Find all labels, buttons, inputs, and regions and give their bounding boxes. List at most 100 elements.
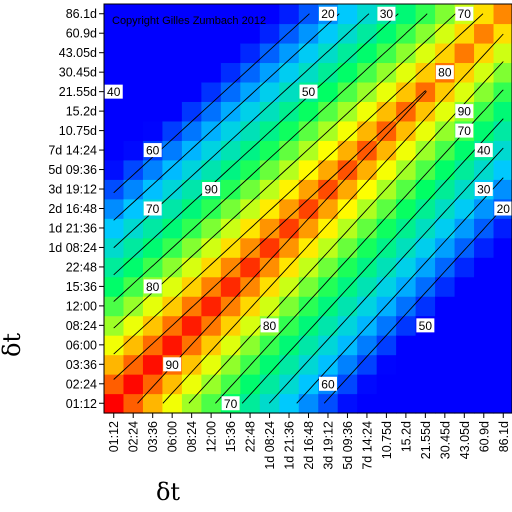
copyright-text: Copyright Gilles Zumbach 2012 bbox=[112, 15, 266, 27]
heatmap-cell bbox=[279, 159, 300, 180]
heatmap-cell bbox=[357, 296, 378, 317]
x-tick-label: 7d 14:24 bbox=[360, 421, 374, 470]
contour-label: 30 bbox=[477, 183, 491, 197]
heatmap-cell bbox=[474, 62, 495, 83]
heatmap-cell bbox=[493, 179, 512, 200]
heatmap-cell bbox=[123, 81, 144, 102]
contour-label-bg bbox=[474, 182, 493, 197]
heatmap-cell bbox=[454, 62, 475, 83]
heatmap-cell bbox=[104, 62, 125, 83]
heatmap-cell bbox=[337, 393, 358, 414]
heatmap-cell bbox=[318, 315, 339, 336]
heatmap-cell bbox=[318, 62, 339, 83]
heatmap-cell bbox=[318, 101, 339, 122]
heatmap-cell bbox=[123, 198, 144, 219]
heatmap-cell bbox=[279, 120, 300, 141]
heatmap-cell bbox=[123, 140, 144, 161]
heatmap-cell bbox=[493, 296, 512, 317]
heatmap-cell bbox=[298, 198, 319, 219]
heatmap-cell bbox=[201, 218, 222, 239]
heatmap-cell bbox=[474, 354, 495, 375]
heatmap-cell bbox=[201, 393, 222, 414]
contour-label: 80 bbox=[146, 280, 160, 294]
heatmap-cell bbox=[279, 393, 300, 414]
heatmap-cell bbox=[357, 237, 378, 258]
heatmap-cell bbox=[279, 354, 300, 375]
contour-line bbox=[113, 13, 504, 404]
heatmap-cell bbox=[493, 354, 512, 375]
heatmap-cell bbox=[376, 81, 397, 102]
heatmap-cell bbox=[396, 62, 417, 83]
heatmap-cell bbox=[337, 296, 358, 317]
contour-label-bg bbox=[318, 376, 337, 391]
heatmap-cell bbox=[435, 140, 456, 161]
heatmap-cell bbox=[259, 393, 280, 414]
heatmap-cell bbox=[318, 393, 339, 414]
heatmap-cell bbox=[162, 276, 183, 297]
contour-label-bg bbox=[474, 143, 493, 158]
heatmap-cell bbox=[181, 354, 202, 375]
heatmap-cell bbox=[474, 276, 495, 297]
heatmap-cell bbox=[357, 140, 378, 161]
heatmap-cell bbox=[142, 120, 164, 141]
heatmap-cell bbox=[454, 218, 475, 239]
contour-label: 70 bbox=[224, 397, 238, 411]
heatmap-cell bbox=[337, 101, 358, 122]
heatmap-cell bbox=[142, 237, 164, 258]
heatmap-cell bbox=[435, 81, 456, 102]
heatmap-cell bbox=[396, 257, 417, 278]
heatmap-cell bbox=[318, 296, 339, 317]
heatmap-cell bbox=[396, 315, 417, 336]
heatmap-cell bbox=[220, 296, 241, 317]
heatmap-cell bbox=[454, 393, 475, 414]
heatmap-cell bbox=[357, 393, 378, 414]
heatmap-cell bbox=[376, 120, 397, 141]
heatmap-cell bbox=[181, 81, 202, 102]
heatmap-cell bbox=[220, 42, 241, 64]
contour-label: 70 bbox=[146, 202, 160, 216]
heatmap-cell bbox=[318, 276, 339, 297]
heatmap-cell bbox=[493, 237, 512, 258]
heatmap-cell bbox=[279, 237, 300, 258]
heatmap-cell bbox=[201, 296, 222, 317]
x-tick-label: 3d 19:12 bbox=[321, 421, 335, 470]
heatmap-cell bbox=[357, 42, 378, 64]
x-tick-label: 22:48 bbox=[244, 421, 258, 452]
heatmap-cell bbox=[259, 101, 280, 122]
heatmap-cell bbox=[220, 140, 241, 161]
heatmap-cell bbox=[337, 218, 358, 239]
x-tick-label: 01:12 bbox=[107, 421, 121, 452]
contour-label-bg bbox=[260, 318, 279, 333]
heatmap-cell bbox=[240, 101, 261, 122]
heatmap-cell bbox=[201, 198, 222, 219]
heatmap-cell bbox=[357, 101, 378, 122]
contour-label: 80 bbox=[438, 66, 452, 80]
heatmap-cell bbox=[415, 335, 436, 356]
heatmap-cell bbox=[240, 23, 261, 44]
heatmap-cell bbox=[142, 179, 164, 200]
y-tick-label: 06:00 bbox=[66, 338, 97, 352]
heatmap-cell bbox=[474, 42, 495, 64]
heatmap-cell bbox=[142, 159, 164, 180]
heatmap-cell bbox=[259, 4, 280, 25]
heatmap-cell bbox=[240, 296, 261, 317]
heatmap-cell bbox=[337, 140, 358, 161]
heatmap-cell bbox=[415, 101, 436, 122]
heatmap-cell bbox=[181, 393, 202, 414]
heatmap-cell bbox=[162, 140, 183, 161]
heatmap-cell bbox=[435, 393, 456, 414]
x-tick-label: 43.05d bbox=[458, 421, 472, 459]
contour-label-bg bbox=[143, 201, 162, 216]
heatmap-cell bbox=[123, 315, 144, 336]
heatmap-cell bbox=[396, 374, 417, 395]
heatmap-cell bbox=[201, 374, 222, 395]
heatmap-cell bbox=[201, 159, 222, 180]
heatmap-cell bbox=[279, 315, 300, 336]
heatmap-cell bbox=[376, 354, 397, 375]
heatmap-cell bbox=[493, 42, 512, 64]
contour-label: 50 bbox=[419, 319, 433, 333]
heatmap-cell bbox=[279, 179, 300, 200]
heatmap-cell bbox=[123, 393, 144, 414]
heatmap-cell bbox=[376, 140, 397, 161]
heatmap-cell bbox=[493, 4, 512, 25]
